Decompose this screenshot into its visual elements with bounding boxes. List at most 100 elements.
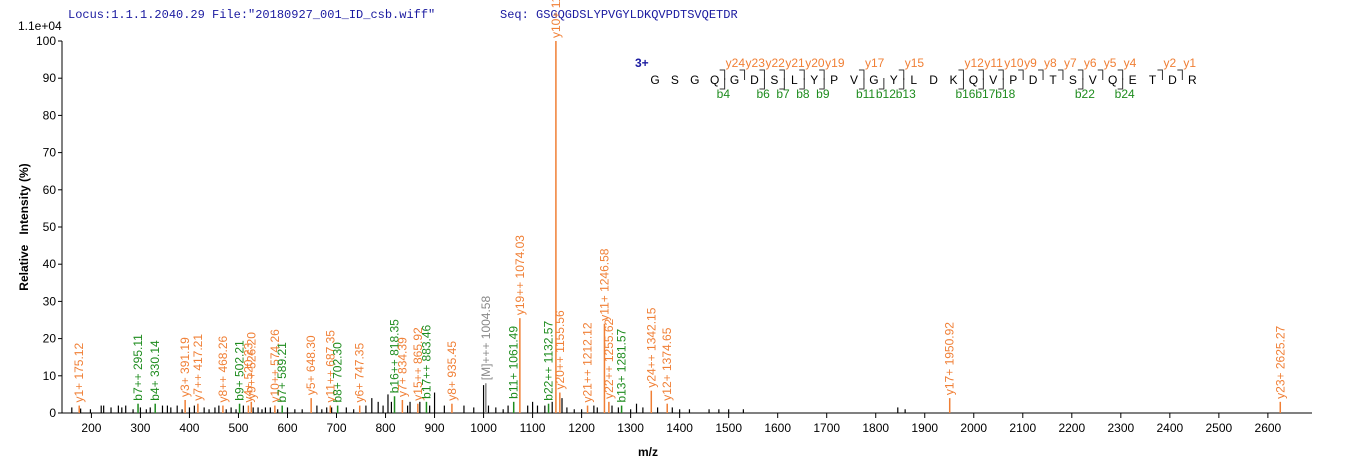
x-tick-label: 200 [81, 421, 101, 435]
peak-label: y11++ 687.35 [323, 330, 337, 403]
y-ion-label: y2 [1163, 56, 1176, 70]
peak-label: y19++ 1074.03 [513, 235, 527, 315]
b-ion-label: b18 [995, 87, 1015, 101]
b-ion-marker [779, 78, 785, 90]
y-ion-marker [819, 69, 825, 80]
y-ion-marker [1077, 69, 1084, 80]
residue: D [929, 73, 938, 87]
residue: E [1129, 73, 1137, 87]
peak-label: y12+ 1374.65 [660, 327, 674, 400]
residue: Y [810, 73, 818, 87]
residue: T [1049, 73, 1057, 87]
peak-label: b16++ 818.35 [388, 319, 402, 393]
y-ion-label: y19 [825, 56, 845, 70]
peak-label: b22++ 1132.57 [542, 321, 556, 401]
peak-label: y6+ 747.35 [353, 343, 367, 403]
y-tick-label: 70 [43, 146, 57, 160]
y-tick-label: 0 [49, 406, 56, 420]
y-ion-marker [1018, 69, 1024, 80]
x-tick-label: 600 [277, 421, 297, 435]
peak-label: y11+ 1246.58 [597, 248, 611, 321]
b-ion-marker [858, 78, 865, 90]
peak-label: y7++ 417.21 [191, 334, 205, 401]
residue: D [1168, 73, 1177, 87]
residue: G [730, 73, 739, 87]
peak-label: y8++ 468.26 [216, 336, 230, 403]
residue: L [791, 73, 798, 87]
y-tick-label: 50 [43, 220, 57, 234]
header-seq: Seq: GSGQGDSLYPVGYLDKQVPDTSVQETDR [500, 8, 738, 22]
peak-label: y8+ 935.45 [445, 341, 459, 401]
x-tick-label: 2400 [1156, 421, 1183, 435]
y-ion-label: y5 [1104, 56, 1117, 70]
b-ion-label: b9 [816, 87, 830, 101]
residue: P [1009, 73, 1017, 87]
y-ion-label: y10 [1004, 56, 1024, 70]
b-ion-label: b4 [717, 87, 731, 101]
x-tick-label: 900 [425, 421, 445, 435]
y-ion-marker [978, 69, 984, 80]
residue: D [750, 73, 759, 87]
y-ion-label: y12 [964, 56, 984, 70]
y-ion-label: y20 [805, 56, 825, 70]
b-ion-marker [759, 78, 765, 90]
header-locus: Locus:1.1.1.2040.29 File:"20180927_001_I… [68, 8, 435, 22]
x-tick-label: 400 [179, 421, 199, 435]
y-ion-marker [898, 69, 905, 80]
residue: Q [1108, 73, 1117, 87]
peak-label: y1+ 175.12 [72, 343, 86, 403]
y-ion-marker [719, 69, 726, 80]
peak-label: y7+ 834.39 [395, 337, 409, 397]
b-ion-marker [1077, 78, 1084, 90]
x-tick-label: 500 [228, 421, 248, 435]
peak-label: b13+ 1281.57 [615, 328, 629, 402]
x-tick-label: 800 [376, 421, 396, 435]
y-ion-label: y8 [1044, 56, 1057, 70]
y-ion-label: y6 [1084, 56, 1097, 70]
x-tick-label: 1800 [862, 421, 889, 435]
b-ion-marker [958, 78, 964, 90]
peak-label: y10++ 574.26 [268, 329, 282, 403]
peak-label: y17+ 1950.92 [943, 322, 957, 395]
peak-label: y24++ 1342.15 [644, 307, 658, 387]
x-tick-label: 1100 [520, 421, 546, 435]
y-ion-label: y24 [726, 56, 746, 70]
b-ion-marker [719, 78, 726, 90]
charge-label: 3+ [635, 56, 649, 70]
y-tick-label: 80 [43, 108, 57, 122]
residue: S [770, 73, 778, 87]
residue: R [1188, 73, 1197, 87]
b-ion-marker [878, 78, 885, 90]
residue: G [869, 73, 878, 87]
y-ion-marker [1157, 69, 1163, 80]
x-tick-label: 300 [130, 421, 150, 435]
x-tick-label: 2200 [1058, 421, 1085, 435]
b-ion-marker [799, 78, 805, 90]
y-ion-label: y11 [984, 56, 1003, 70]
x-tick-label: 2100 [1009, 421, 1036, 435]
y-ion-label: y1 [1183, 56, 1196, 70]
peak-label: y23+ 2625.27 [1273, 325, 1287, 398]
y-ion-label: y21 [785, 56, 805, 70]
y-ion-marker [1097, 69, 1104, 80]
b-ion-marker [998, 78, 1004, 90]
peak-label: y20++ 1155.56 [553, 310, 567, 390]
y-axis-title: Relative Intensity (%) [17, 163, 31, 290]
y-ion-marker [958, 69, 964, 80]
y-ion-label: y7 [1064, 56, 1077, 70]
y-tick-label: 40 [43, 257, 57, 271]
x-tick-label: 2300 [1107, 421, 1134, 435]
residue: G [690, 73, 699, 87]
x-tick-label: 1200 [568, 421, 595, 435]
b-ion-marker [898, 78, 905, 90]
x-tick-label: 1600 [764, 421, 791, 435]
b-ion-label: b22 [1075, 87, 1095, 101]
peak-label: b4+ 330.14 [148, 340, 162, 401]
y-ion-marker [1057, 69, 1064, 80]
b-ion-label: b11 [856, 87, 875, 101]
y-ion-marker [858, 69, 865, 80]
residue: V [1089, 73, 1097, 87]
residue: D [1029, 73, 1038, 87]
residue: S [1069, 73, 1077, 87]
